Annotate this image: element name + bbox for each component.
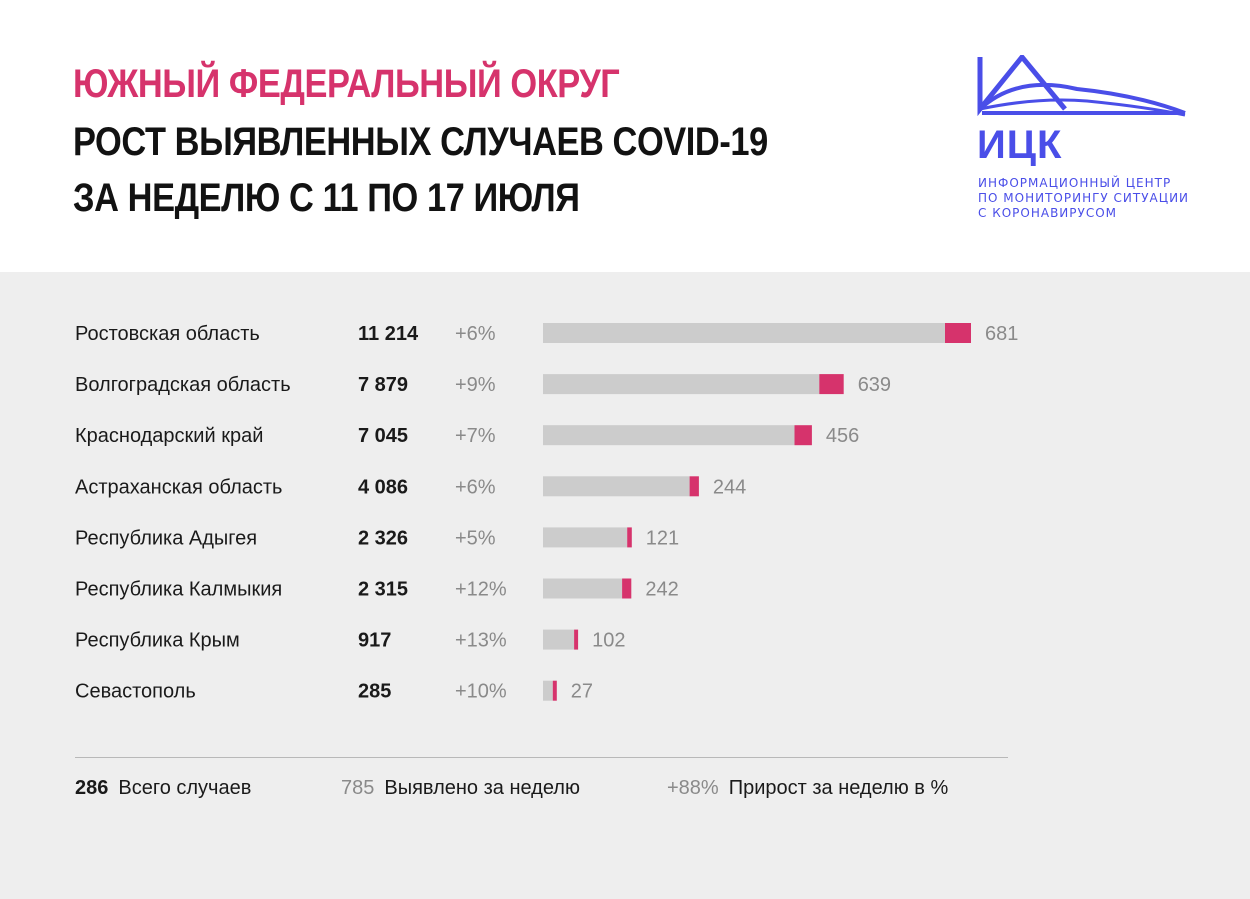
- total-cases-label: 2 326: [358, 527, 408, 549]
- region-label: Краснодарский край: [75, 425, 263, 447]
- region-label: Астраханская область: [75, 476, 282, 498]
- growth-percent-label: +5%: [455, 527, 496, 549]
- chart-title-line-1: РОСТ ВЫЯВЛЕННЫХ СЛУЧАЕВ COVID-19: [73, 120, 768, 164]
- growth-percent-label: +6%: [455, 323, 496, 345]
- bar-weekly-increase: [622, 578, 632, 599]
- header: ЮЖНЫЙ ФЕДЕРАЛЬНЫЙ ОКРУГ РОСТ ВЫЯВЛЕННЫХ …: [0, 0, 1250, 272]
- growth-percent-label: +13%: [455, 630, 507, 652]
- total-cases-label: 4 086: [358, 476, 408, 498]
- logo-subtitle-1: ИНФОРМАЦИОННЫЙ ЦЕНТР: [978, 176, 1172, 190]
- bar-previous-total: [543, 425, 795, 446]
- region-label: Республика Крым: [75, 630, 240, 652]
- region-label: Республика Адыгея: [75, 527, 257, 549]
- growth-percent-label: +6%: [455, 476, 496, 498]
- legend-weekly: 785 Выявлено за неделю: [341, 777, 580, 800]
- bar-weekly-increase: [819, 374, 844, 395]
- legend-growth-value: +88%: [667, 777, 719, 799]
- region-label: Волгоградская область: [75, 374, 291, 396]
- bar-weekly-increase: [574, 629, 579, 650]
- bar-previous-total: [543, 476, 690, 497]
- growth-percent-label: +7%: [455, 425, 496, 447]
- logo-abbr: ИЦК: [977, 123, 1063, 167]
- weekly-value-label: 639: [858, 374, 891, 396]
- total-cases-label: 11 214: [358, 323, 419, 345]
- legend-total-value: 286: [75, 777, 109, 799]
- weekly-value-label: 102: [592, 630, 625, 652]
- bar-weekly-increase: [689, 476, 699, 497]
- bar-previous-total: [543, 578, 623, 599]
- bar-weekly-increase: [794, 425, 812, 446]
- logo-subtitle-3: С КОРОНАВИРУСОМ: [978, 206, 1118, 220]
- bar-weekly-increase: [552, 680, 557, 701]
- bar-weekly-increase: [627, 527, 632, 548]
- weekly-value-label: 121: [646, 527, 679, 549]
- bar-previous-total: [543, 629, 575, 650]
- region-label: Севастополь: [75, 681, 196, 703]
- region-title: ЮЖНЫЙ ФЕДЕРАЛЬНЫЙ ОКРУГ: [73, 62, 620, 106]
- weekly-value-label: 27: [571, 681, 593, 703]
- total-cases-label: 7 879: [358, 374, 408, 396]
- logo-mark-icon: [977, 55, 1186, 117]
- legend-growth-label: Прирост за неделю в %: [728, 777, 949, 799]
- bar-previous-total: [543, 323, 945, 343]
- divider: [75, 757, 1008, 758]
- weekly-value-label: 681: [985, 323, 1018, 345]
- growth-percent-label: +12%: [455, 579, 507, 601]
- legend-total: 286 Всего случаев: [75, 777, 251, 800]
- bar-previous-total: [543, 527, 628, 548]
- region-label: Республика Калмыкия: [75, 579, 282, 601]
- growth-percent-label: +9%: [455, 374, 496, 396]
- weekly-value-label: 242: [645, 579, 678, 601]
- total-cases-label: 7 045: [358, 425, 408, 447]
- growth-percent-label: +10%: [455, 681, 507, 703]
- chart-title-line-2: ЗА НЕДЕЛЮ С 11 ПО 17 ИЮЛЯ: [73, 176, 580, 220]
- logo: ИЦК ИНФОРМАЦИОННЫЙ ЦЕНТР ПО МОНИТОРИНГУ …: [977, 55, 1192, 225]
- logo-subtitle-2: ПО МОНИТОРИНГУ СИТУАЦИИ: [978, 191, 1190, 205]
- weekly-value-label: 456: [826, 425, 859, 447]
- legend-weekly-label: Выявлено за неделю: [384, 777, 580, 799]
- chart-panel: Ростовская область 11 214 +6% 681 Волгоградс…: [0, 272, 1250, 899]
- bar-previous-total: [543, 374, 820, 395]
- legend-weekly-value: 785: [341, 777, 375, 799]
- bar-previous-total: [543, 680, 553, 701]
- total-cases-label: 917: [358, 630, 391, 652]
- legend-growth: +88% Прирост за неделю в %: [667, 777, 948, 800]
- bar-weekly-increase: [945, 323, 971, 343]
- total-cases-label: 285: [358, 681, 391, 703]
- region-label: Ростовская область: [75, 323, 260, 345]
- weekly-value-label: 244: [713, 476, 746, 498]
- legend-total-label: Всего случаев: [118, 777, 252, 799]
- bar-chart: Ростовская область 11 214 +6% 681 Волгоградс…: [75, 323, 1018, 703]
- total-cases-label: 2 315: [358, 579, 408, 601]
